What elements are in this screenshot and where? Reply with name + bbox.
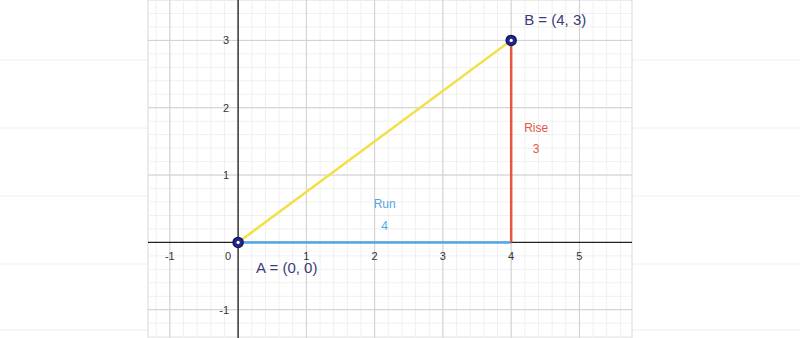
y-tick-label: 1 — [223, 169, 229, 181]
minor-grid-line — [333, 0, 334, 338]
minor-grid-line — [483, 0, 484, 338]
minor-grid-line — [148, 323, 632, 324]
grid-line — [374, 0, 375, 338]
point-center — [237, 241, 240, 244]
x-tick-label: 2 — [372, 250, 378, 262]
minor-grid-line — [148, 242, 632, 243]
minor-grid-line — [148, 215, 632, 216]
grid-line — [238, 0, 239, 338]
minor-grid-line — [374, 0, 375, 338]
y-tick-label: -1 — [219, 304, 229, 316]
minor-grid-line — [148, 228, 632, 229]
segment-value: 4 — [381, 219, 388, 233]
y-tick-label: 2 — [223, 102, 229, 114]
point-label: B = (4, 3) — [524, 11, 586, 28]
minor-grid-line — [538, 0, 539, 338]
grid-line — [148, 107, 632, 108]
minor-grid-line — [429, 0, 430, 338]
minor-grid-line — [265, 0, 266, 338]
minor-grid-line — [524, 0, 525, 338]
page-background — [0, 0, 800, 338]
x-tick-label: 3 — [440, 250, 446, 262]
x-tick-label: 5 — [576, 250, 582, 262]
minor-grid-line — [511, 0, 512, 338]
minor-grid-line — [292, 0, 293, 338]
minor-grid-line — [148, 40, 632, 41]
grid-line — [148, 40, 632, 41]
grid-line — [579, 0, 580, 338]
minor-grid-line — [415, 0, 416, 338]
minor-grid-line — [442, 0, 443, 338]
minor-grid-line — [148, 53, 632, 54]
minor-grid-line — [148, 121, 632, 122]
minor-grid-line — [148, 296, 632, 297]
minor-grid-line — [238, 0, 239, 338]
minor-grid-line — [306, 0, 307, 338]
minor-grid-line — [606, 0, 607, 338]
minor-grid-line — [148, 94, 632, 95]
minor-grid-line — [148, 134, 632, 135]
x-tick-label: 0 — [225, 250, 231, 262]
grid — [148, 0, 632, 338]
minor-grid-line — [197, 0, 198, 338]
minor-grid-line — [620, 0, 621, 338]
minor-grid-line — [148, 282, 632, 283]
segment-value: 3 — [533, 142, 540, 156]
marks — [233, 35, 516, 247]
x-axis-line — [148, 242, 632, 243]
minor-grid-line — [456, 0, 457, 338]
minor-grid-line — [169, 0, 170, 338]
chart-root: -1012345-1123Run4Rise3A = (0, 0)B = (4, … — [0, 0, 800, 338]
minor-grid-line — [279, 0, 280, 338]
grid-line — [169, 0, 170, 338]
minor-grid-line — [156, 0, 157, 338]
minor-grid-line — [360, 0, 361, 338]
minor-grid-line — [210, 0, 211, 338]
point — [233, 237, 243, 247]
grid-line — [442, 0, 443, 338]
minor-grid-line — [579, 0, 580, 338]
grid-line — [148, 175, 632, 176]
segment — [238, 40, 511, 242]
minor-grid-line — [148, 255, 632, 256]
minor-grid-line — [148, 269, 632, 270]
x-tick-label: -1 — [165, 250, 175, 262]
minor-grid-line — [183, 0, 184, 338]
segment — [238, 241, 511, 244]
minor-grid-line — [470, 0, 471, 338]
y-tick-label: 3 — [223, 34, 229, 46]
plot-panel — [148, 0, 632, 338]
minor-grid-line — [565, 0, 566, 338]
point-label: A = (0, 0) — [256, 259, 317, 276]
minor-grid-line — [148, 80, 632, 81]
grid-line — [306, 0, 307, 338]
minor-grid-line — [388, 0, 389, 338]
minor-grid-line — [593, 0, 594, 338]
minor-grid-line — [148, 175, 632, 176]
minor-grid-line — [347, 0, 348, 338]
segment-label: Run — [374, 197, 396, 211]
segment-label: Rise — [524, 121, 548, 135]
x-tick-label: 4 — [508, 250, 514, 262]
point — [506, 35, 516, 45]
minor-grid-line — [148, 148, 632, 149]
y-axis-line — [237, 0, 238, 338]
minor-grid-line — [320, 0, 321, 338]
minor-grid-line — [401, 0, 402, 338]
minor-grid-line — [148, 107, 632, 108]
minor-grid-line — [552, 0, 553, 338]
segment — [510, 40, 513, 242]
minor-grid-line — [148, 188, 632, 189]
minor-grid-line — [148, 336, 632, 337]
minor-grid-line — [148, 161, 632, 162]
minor-grid-line — [251, 0, 252, 338]
grid-line — [511, 0, 512, 338]
point-center — [510, 39, 513, 42]
minor-grid-line — [148, 67, 632, 68]
